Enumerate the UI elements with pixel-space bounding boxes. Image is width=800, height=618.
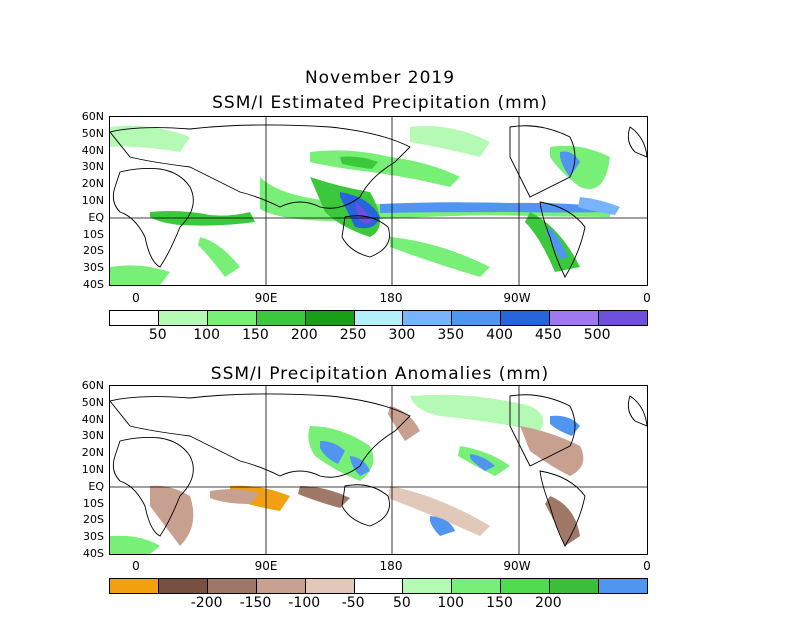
colorbar-swatch [158,579,208,593]
lat-label: EQ [88,210,104,224]
lat-label: 20S [83,244,104,258]
colorbar-label: 200 [290,327,318,343]
colorbar-swatch [550,311,600,325]
lon-label: 90E [254,559,278,573]
coastlines [110,393,647,547]
lat-label: 60N [81,110,104,123]
colorbar-label: 450 [534,327,562,343]
coastlines [110,124,647,278]
anomaly-fields [110,394,584,554]
colorbar-label: 250 [339,327,367,343]
lat-label: 30S [83,530,104,544]
lon-label: 90W [503,291,531,305]
lat-label: 20S [83,513,104,527]
colorbar-swatch [550,579,600,593]
colorbar-swatch [207,311,257,325]
colorbar-swatch [403,311,453,325]
anomaly-colorbar [109,578,648,594]
colorbar-label: 150 [242,327,269,343]
lat-label: 10N [81,463,104,476]
anomaly-map [109,385,648,555]
colorbar-swatch [110,579,159,593]
colorbar-label: -100 [288,595,321,611]
lat-label: 40S [83,278,104,291]
lon-label: 90W [503,559,531,573]
anomaly-map-canvas [110,386,647,554]
colorbar-label: -200 [190,595,223,611]
colorbar-label: 150 [486,595,513,611]
colorbar-swatch [501,311,551,325]
lat-label: 20N [81,177,104,191]
colorbar-label: 50 [392,595,411,611]
precip-fields [110,125,620,285]
colorbar-label: 200 [534,595,562,611]
lat-label: 50N [81,395,104,409]
colorbar-label: -50 [341,595,365,611]
colorbar-swatch [158,311,208,325]
lon-label: 0 [643,291,651,305]
lat-label: 30N [81,160,104,174]
lon-label: 0 [132,291,140,305]
lat-label: 40S [83,547,104,560]
lon-label: 0 [132,559,140,573]
colorbar-label: 100 [437,595,465,611]
lon-label: 180 [379,559,403,573]
colorbar-swatch [501,579,551,593]
colorbar-swatch [354,311,404,325]
precipitation-map-canvas [110,117,647,285]
colorbar-label: 500 [583,327,611,343]
colorbar-swatch [110,311,159,325]
colorbar-swatch [305,579,355,593]
month-title: November 2019 [304,68,456,88]
colorbar-swatch [599,311,647,325]
lat-label: 30N [81,429,104,443]
colorbar-label: -150 [239,595,272,611]
colorbar-swatch [256,311,306,325]
lat-label: 50N [81,126,104,140]
lat-label: 40N [81,143,104,157]
colorbar-label: 300 [388,327,416,343]
colorbar-label: 350 [437,327,465,343]
colorbar-swatch [452,311,502,325]
colorbar-swatch [403,579,453,593]
lat-label: 20N [81,446,104,460]
colorbar-swatch [599,579,647,593]
lat-label: 60N [81,379,104,392]
colorbar-swatch [207,579,257,593]
lat-label: 30S [83,261,104,275]
precipitation-colorbar [109,310,648,326]
lat-label: 10N [81,194,104,207]
lon-label: 180 [379,291,403,305]
colorbar-label: 400 [486,327,513,343]
colorbar-swatch [354,579,404,593]
lat-label: 40N [81,412,104,426]
map1-title: SSM/I Estimated Precipitation (mm) [212,93,548,113]
colorbar-label: 100 [193,327,220,343]
precipitation-map [109,116,648,286]
lat-label: 10S [83,496,104,510]
map2-title: SSM/I Precipitation Anomalies (mm) [210,364,550,384]
colorbar-swatch [452,579,502,593]
lon-label: 0 [643,559,651,573]
colorbar-label: 50 [148,327,167,343]
lon-label: 90E [254,291,278,305]
lat-label: 10S [83,227,104,241]
colorbar-swatch [256,579,306,593]
colorbar-swatch [305,311,355,325]
lat-label: EQ [88,479,104,493]
